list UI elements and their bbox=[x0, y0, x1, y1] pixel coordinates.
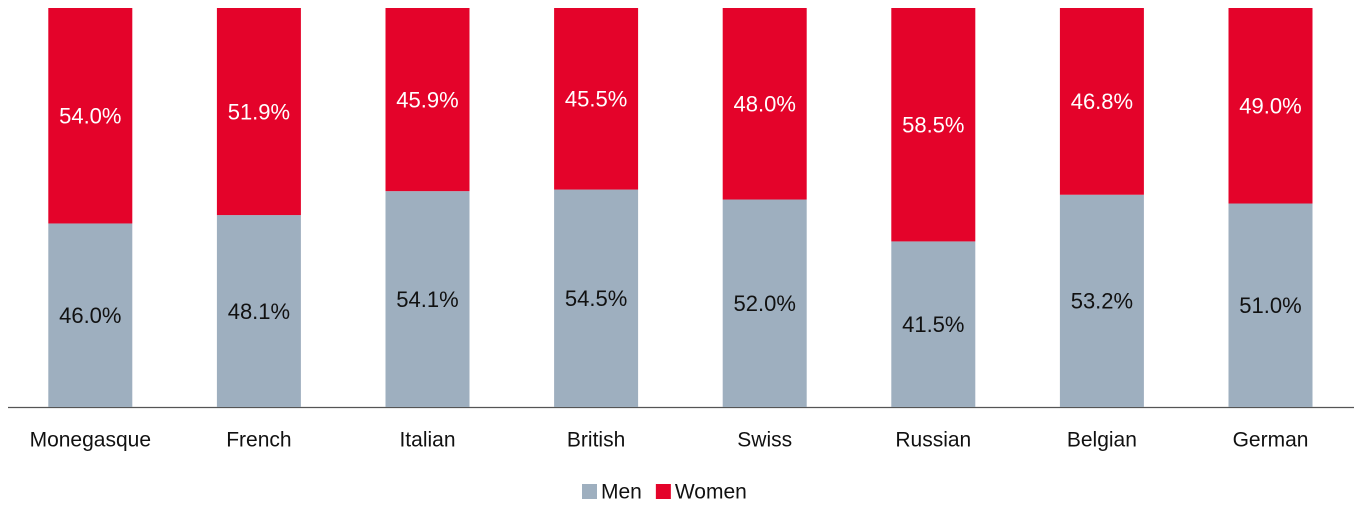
x-tick-label: Monegasque bbox=[30, 429, 151, 452]
data-label: 41.5% bbox=[902, 312, 964, 337]
data-label: 53.2% bbox=[1071, 289, 1133, 314]
bar-segment bbox=[722, 8, 807, 200]
bar-segment bbox=[385, 191, 470, 407]
legend-swatch bbox=[655, 484, 671, 499]
data-label: 51.0% bbox=[1239, 293, 1301, 318]
bar-segment bbox=[1228, 8, 1313, 204]
bar-segment bbox=[722, 199, 807, 407]
bar-segment bbox=[1228, 203, 1313, 407]
data-label: 58.5% bbox=[902, 113, 964, 138]
data-label: 48.0% bbox=[734, 92, 796, 117]
x-tick-label: Swiss bbox=[737, 429, 792, 452]
bar-segment bbox=[891, 8, 976, 242]
bar-segment bbox=[554, 8, 639, 190]
legend-label: Men bbox=[601, 481, 642, 504]
x-tick-label: Italian bbox=[399, 429, 455, 452]
bar-segment bbox=[554, 189, 639, 407]
bar-segment bbox=[48, 8, 133, 224]
x-tick-label: British bbox=[567, 429, 625, 452]
bar-segment bbox=[1059, 8, 1144, 195]
data-label: 48.1% bbox=[228, 299, 290, 324]
data-label: 45.5% bbox=[565, 87, 627, 112]
bar-segment bbox=[216, 215, 301, 407]
bar-segment bbox=[1059, 194, 1144, 407]
x-tick-label: German bbox=[1233, 429, 1309, 452]
bar-segment bbox=[48, 223, 133, 407]
data-label: 46.0% bbox=[59, 303, 121, 328]
data-label: 52.0% bbox=[734, 291, 796, 316]
data-label: 54.1% bbox=[396, 287, 458, 312]
data-label: 45.9% bbox=[396, 87, 458, 112]
bar-segment bbox=[891, 241, 976, 407]
data-label: 51.9% bbox=[228, 99, 290, 124]
legend-swatch bbox=[582, 484, 597, 499]
bar-segment bbox=[385, 8, 470, 192]
x-tick-label: French bbox=[226, 429, 291, 452]
data-label: 49.0% bbox=[1239, 94, 1301, 119]
data-label: 46.8% bbox=[1071, 89, 1133, 114]
x-tick-label: Russian bbox=[895, 429, 971, 452]
legend-label: Women bbox=[675, 481, 747, 504]
x-tick-label: Belgian bbox=[1067, 429, 1137, 452]
data-label: 54.5% bbox=[565, 286, 627, 311]
data-label: 54.0% bbox=[59, 104, 121, 129]
bar-segment bbox=[216, 8, 301, 216]
